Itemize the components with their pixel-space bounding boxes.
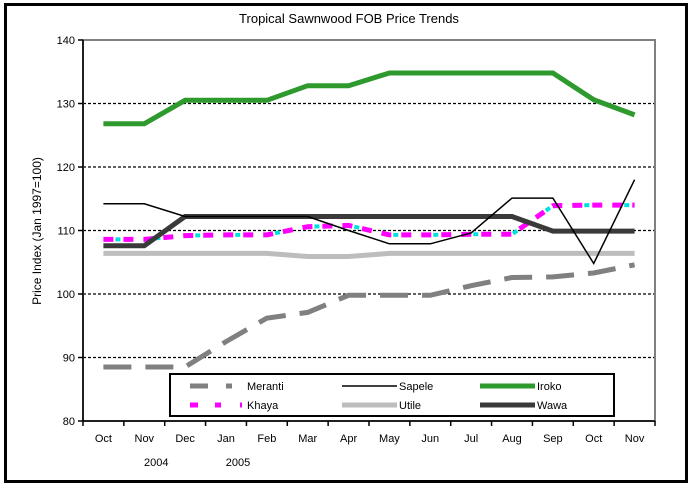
chart-frame: [4, 3, 688, 483]
x-tick-label: Nov: [135, 433, 155, 445]
year-label: 2004: [144, 457, 168, 469]
series-lines: [103, 70, 636, 370]
x-tick-label: Oct: [585, 433, 602, 445]
legend-item-iroko: Iroko: [480, 381, 561, 393]
x-tick-label: Jan: [217, 433, 235, 445]
series-khaya: [103, 202, 635, 242]
series-sapele: [103, 179, 636, 266]
legend: Meranti Sapele Iroko Khaya Utile Wawa: [169, 373, 615, 417]
x-tick-label: Nov: [625, 433, 645, 445]
series-khaya-accent: [103, 203, 635, 242]
x-tick-label: Aug: [502, 433, 522, 445]
legend-item-meranti: Meranti: [190, 381, 284, 393]
legend-label: Sapele: [399, 381, 433, 393]
legend-label: Utile: [399, 400, 421, 412]
legend-label: Wawa: [537, 400, 568, 412]
legend-label: Iroko: [537, 381, 561, 393]
y-tick-label: 100: [57, 289, 75, 301]
y-tick-label: 110: [57, 226, 75, 238]
legend-item-khaya: Khaya: [190, 400, 279, 412]
chart-title: Tropical Sawnwood FOB Price Trends: [239, 11, 459, 26]
x-tick-label: May: [379, 433, 400, 445]
y-tick-label: 140: [57, 35, 75, 47]
y-tick-label: 130: [57, 99, 75, 111]
x-tick-label: Jul: [464, 433, 478, 445]
y-tick-label: 120: [57, 162, 75, 174]
x-tick-label: Jun: [421, 433, 439, 445]
series-utile: [103, 250, 635, 259]
series-meranti: [103, 262, 636, 370]
y-ticks: 80 90 100 110 120 130 140: [57, 35, 83, 428]
y-tick-label: 90: [63, 353, 75, 365]
x-tick-label: Feb: [257, 433, 276, 445]
legend-label: Khaya: [247, 400, 279, 412]
legend-item-utile: Utile: [342, 400, 421, 412]
year-label: 2005: [226, 457, 250, 469]
x-tick-label: Dec: [175, 433, 195, 445]
series-iroko: [103, 70, 636, 127]
legend-label: Meranti: [247, 381, 284, 393]
x-tick-label: Apr: [340, 433, 357, 445]
legend-item-wawa: Wawa: [480, 400, 568, 412]
y-tick-label: 80: [63, 416, 75, 428]
x-tick-label: Sep: [543, 433, 563, 445]
x-tick-label: Oct: [95, 433, 112, 445]
x-ticks: Oct Nov Dec Jan Feb Mar Apr May Jun Jul Aug Sep Oct N…: [82, 421, 656, 469]
legend-item-sapele: Sapele: [342, 381, 433, 393]
y-axis-label: Price Index (Jan 1997=100): [30, 157, 44, 305]
x-tick-label: Mar: [298, 433, 317, 445]
legend-box: [169, 373, 615, 417]
